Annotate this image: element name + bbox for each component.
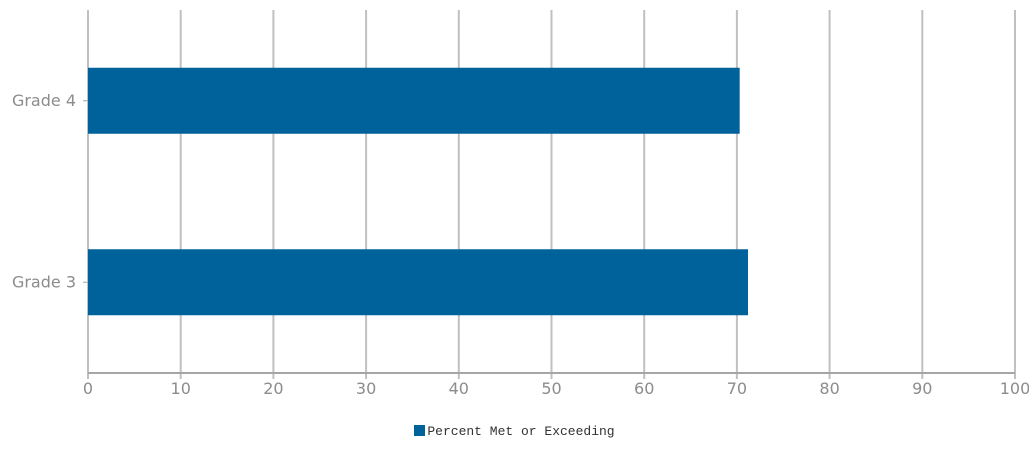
legend-swatch <box>414 425 425 436</box>
legend-label: Percent Met or Exceeding <box>427 424 614 439</box>
x-tick-label: 20 <box>263 379 283 398</box>
x-tick-label: 100 <box>1000 379 1029 398</box>
x-tick-label: 0 <box>83 379 93 398</box>
y-category-label: Grade 4 <box>12 91 76 110</box>
x-tick-label: 80 <box>819 379 839 398</box>
x-tick-label: 10 <box>171 379 191 398</box>
x-tick-label: 50 <box>541 379 561 398</box>
x-tick-label: 70 <box>727 379 747 398</box>
x-tick-label: 30 <box>356 379 376 398</box>
legend: Percent Met or Exceeding <box>0 424 1029 440</box>
bars <box>88 68 748 316</box>
x-tick-label: 90 <box>912 379 932 398</box>
x-tick-label: 60 <box>634 379 654 398</box>
bar-grade-3 <box>88 249 748 315</box>
axes: 0 10 20 30 40 50 60 70 80 90 100 Grade 4 Grade 3 <box>12 91 1029 398</box>
gridlines <box>88 10 1015 379</box>
y-category-label: Grade 3 <box>12 272 76 291</box>
bar-grade-4 <box>88 68 740 134</box>
x-tick-label: 40 <box>449 379 469 398</box>
